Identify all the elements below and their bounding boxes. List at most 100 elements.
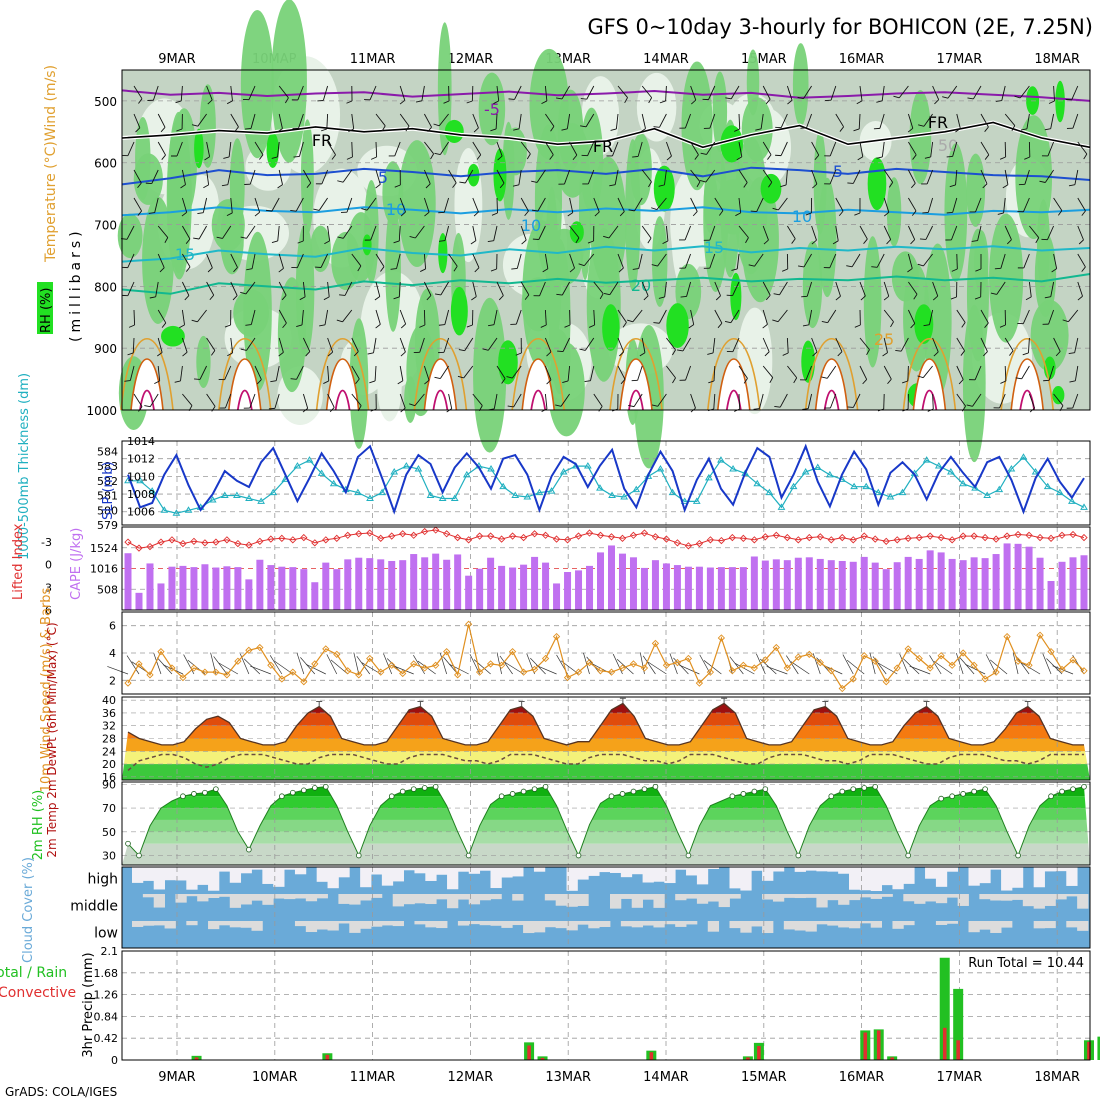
- precip-tick: 0.42: [94, 1032, 119, 1045]
- cloud-gap: [241, 867, 252, 873]
- surface-wind-barb: [536, 665, 556, 674]
- cape-bar: [608, 545, 615, 610]
- wind-barb-flag: [922, 212, 928, 213]
- rh-saturated-patch: [498, 340, 518, 384]
- cloud-gap: [806, 867, 817, 871]
- surface-wind-barb: [327, 654, 337, 674]
- cape-bar: [575, 570, 582, 610]
- cloud-gap: [936, 921, 947, 925]
- cloud-gap: [849, 867, 860, 890]
- contour-label: 20: [631, 276, 651, 295]
- surface-wind-barb: [214, 656, 227, 674]
- rh2m-marker: [323, 784, 328, 789]
- wind-barb-flag: [632, 156, 638, 157]
- rh-saturated-patch: [438, 233, 447, 273]
- cloud-gap: [556, 921, 567, 928]
- cape-bar: [146, 563, 153, 610]
- rh-moist-patch: [196, 336, 210, 388]
- surface-wind-barb: [791, 662, 809, 674]
- cape-bar: [179, 566, 186, 610]
- contour-label: 50: [938, 136, 958, 155]
- rh-moist-patch: [966, 154, 985, 227]
- temp-ylabel: 2m Temp 2m DewPt (6hr Min/Max) (°C): [45, 622, 59, 857]
- cloud-gap: [979, 894, 990, 899]
- rh-saturated-patch: [451, 287, 468, 336]
- cloud-gap: [393, 921, 404, 926]
- cloud-gap: [708, 894, 719, 902]
- cloud-gap: [208, 894, 219, 898]
- rh2m-marker: [521, 789, 526, 794]
- cape-bar: [938, 552, 945, 610]
- li-marker: [125, 539, 131, 545]
- rh2m-band: [122, 844, 1090, 865]
- rh-moist-patch: [747, 50, 760, 116]
- rh2m-marker: [181, 794, 186, 799]
- rh-moist-patch: [522, 277, 555, 331]
- cape-bar: [630, 557, 637, 610]
- cape-bar: [619, 554, 626, 610]
- contour-label: FR: [312, 131, 332, 150]
- contour-label: 15: [704, 238, 724, 257]
- cape-tick: 508: [97, 583, 118, 596]
- rh2m-marker: [126, 841, 131, 846]
- cape-bar: [806, 557, 813, 610]
- precip-ylabel: 3hr Precip (mm): [81, 952, 96, 1057]
- cape-bar: [773, 559, 780, 610]
- cloud-gap: [1034, 867, 1045, 887]
- precip-tick: 1.68: [94, 967, 119, 980]
- surface-wind-barb: [1043, 654, 1051, 674]
- temp-band: [122, 726, 1090, 739]
- cloud-gap: [512, 921, 523, 925]
- cloud-gap: [784, 921, 795, 929]
- cloud-gap: [143, 867, 154, 881]
- slp-line: [128, 446, 1084, 511]
- cloud-gap: [382, 921, 393, 925]
- temp-tick: 20: [102, 758, 116, 771]
- rh-moist-patch: [331, 232, 360, 290]
- cloud-gap: [404, 894, 415, 904]
- rh2m-marker: [752, 789, 757, 794]
- cloud-gap: [219, 894, 230, 897]
- cape-bar: [289, 567, 296, 610]
- temp-band: [122, 751, 1090, 764]
- cloud-gap: [262, 867, 273, 884]
- wind-tick: 2: [109, 674, 116, 687]
- cloud-gap: [838, 921, 849, 927]
- cloud-gap: [284, 894, 295, 899]
- cloud-gap: [349, 921, 360, 933]
- rh2m-band: [122, 808, 1090, 820]
- cloud-gap: [393, 867, 404, 881]
- cloud-gap: [838, 867, 849, 874]
- cloud-gap: [295, 894, 306, 898]
- footer-credit: GrADS: COLA/IGES: [5, 1085, 117, 1099]
- cloud-gap: [903, 867, 914, 884]
- wind-barb: [424, 310, 425, 325]
- cape-bar: [212, 568, 219, 610]
- cape-bar: [718, 567, 725, 610]
- rh-saturated-patch: [666, 303, 689, 348]
- thickness-tick: 584: [97, 445, 118, 458]
- cloud-gap: [534, 867, 545, 872]
- cloud-gap: [588, 921, 599, 928]
- surface-wind-barb: [903, 659, 919, 674]
- cape-bar: [971, 557, 978, 610]
- rh2m-marker: [851, 787, 856, 792]
- cloud-gap: [675, 894, 686, 900]
- pressure-tick: 800: [94, 280, 117, 294]
- cloud-gap: [773, 894, 784, 902]
- cloud-gap: [795, 867, 806, 872]
- rh2m-marker: [1071, 787, 1076, 792]
- rh2m-marker: [961, 791, 966, 796]
- rh2m-marker: [246, 847, 251, 852]
- surface-wind-barb: [211, 653, 216, 674]
- upper-air-ylabel: Temperature (°C)Wind (m/s): [43, 65, 59, 263]
- wind-barb-flag: [317, 100, 323, 101]
- cloud-gap: [252, 894, 263, 901]
- cloud-gap: [360, 921, 371, 929]
- wind-barb-flag: [947, 156, 953, 157]
- rh2m-marker: [763, 787, 768, 792]
- cloud-gap: [491, 867, 502, 888]
- wind-barb: [376, 142, 377, 157]
- temp-band: [122, 697, 1090, 713]
